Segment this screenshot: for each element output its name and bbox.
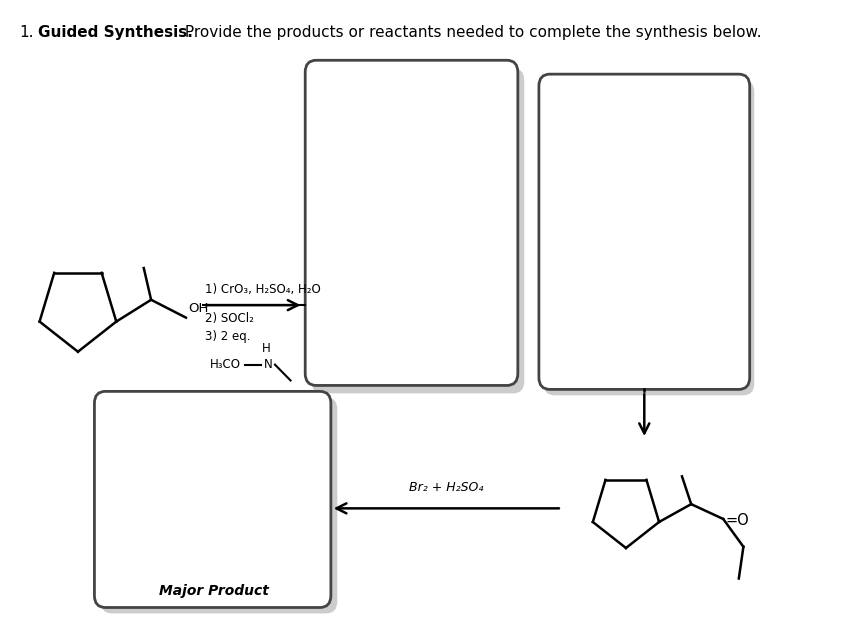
- Text: =O: =O: [725, 513, 749, 528]
- Text: 2) SOCl₂: 2) SOCl₂: [205, 312, 254, 325]
- Text: H: H: [263, 342, 271, 354]
- Text: OH: OH: [189, 302, 209, 315]
- FancyBboxPatch shape: [305, 60, 518, 385]
- FancyBboxPatch shape: [543, 80, 754, 395]
- Text: Provide the products or reactants needed to complete the synthesis below.: Provide the products or reactants needed…: [179, 24, 761, 40]
- Text: H₃CO: H₃CO: [210, 358, 241, 370]
- Text: Major Product: Major Product: [159, 583, 269, 597]
- Text: Guided Synthesis.: Guided Synthesis.: [38, 24, 192, 40]
- Text: 1) CrO₃, H₂SO₄, H₂O: 1) CrO₃, H₂SO₄, H₂O: [205, 283, 321, 296]
- Text: Br₂ + H₂SO₄: Br₂ + H₂SO₄: [409, 481, 484, 494]
- FancyBboxPatch shape: [311, 68, 524, 394]
- Text: 3) 2 eq.: 3) 2 eq.: [205, 330, 251, 343]
- Text: N: N: [264, 358, 273, 370]
- FancyBboxPatch shape: [101, 397, 337, 613]
- FancyBboxPatch shape: [539, 74, 750, 389]
- FancyBboxPatch shape: [94, 392, 331, 608]
- Text: 1.: 1.: [19, 24, 33, 40]
